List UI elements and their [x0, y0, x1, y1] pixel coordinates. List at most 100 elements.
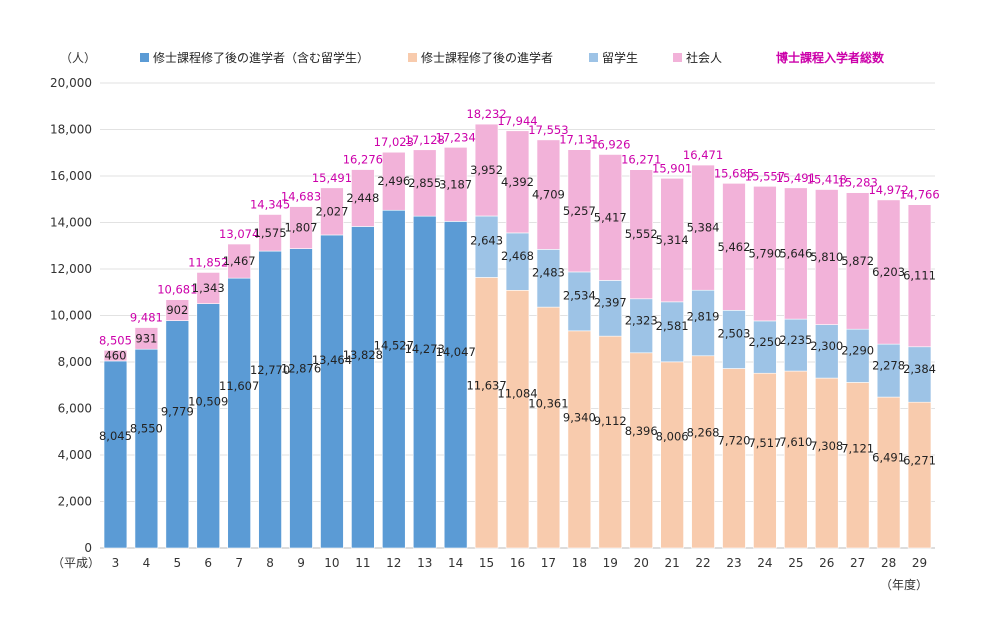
bar-segment	[815, 189, 839, 325]
bar-segment	[412, 215, 437, 549]
data-label: 2,503	[718, 327, 751, 341]
data-label: 8,006	[656, 429, 689, 443]
bar-segment	[258, 250, 282, 549]
total-label: 15,491	[776, 171, 816, 185]
total-label: 16,471	[683, 148, 723, 162]
y-tick-label: 2,000	[58, 495, 92, 509]
data-label: 6,111	[903, 269, 936, 283]
y-tick-label: 14,000	[50, 216, 92, 230]
bar-segment	[784, 187, 808, 320]
y-tick-label: 16,000	[50, 169, 92, 183]
total-label: 9,481	[130, 311, 163, 325]
bar-segment	[443, 221, 468, 549]
total-label: 17,234	[436, 130, 476, 144]
bar-segment	[474, 123, 499, 217]
data-label: 5,646	[779, 246, 812, 260]
data-label: 1,807	[285, 221, 318, 235]
data-label: 12,876	[281, 361, 321, 375]
data-label: 2,468	[501, 249, 534, 263]
y-tick-label: 8,000	[58, 355, 92, 369]
data-label: 1,343	[192, 281, 225, 295]
data-label: 5,872	[841, 254, 874, 268]
legend-label: 社会人	[686, 50, 722, 65]
data-label: 13,464	[312, 353, 352, 367]
data-label: 14,047	[436, 345, 476, 359]
data-label: 9,112	[594, 414, 627, 428]
y-tick-label: 4,000	[58, 448, 92, 462]
x-axis-era-label: （平成）	[52, 556, 100, 570]
legend-swatch	[589, 53, 598, 62]
bar-segment	[845, 192, 870, 330]
bar-segment	[536, 139, 561, 250]
bar-segment	[351, 226, 375, 549]
total-label: 17,553	[528, 123, 568, 137]
data-label: 7,308	[810, 439, 843, 453]
x-tick-label: 27	[850, 556, 865, 570]
data-label: 10,509	[188, 394, 228, 408]
x-tick-label: 24	[757, 556, 772, 570]
bar-segment	[536, 306, 561, 549]
data-label: 8,268	[687, 426, 720, 440]
x-tick-label: 7	[235, 556, 243, 570]
bar-segment	[598, 154, 623, 281]
bar-segment	[815, 377, 839, 549]
bar-segment	[907, 204, 932, 348]
total-label: 13,074	[219, 227, 259, 241]
bar-segment	[227, 277, 251, 549]
bar-segment	[722, 183, 746, 311]
bar-segment	[103, 360, 128, 549]
total-label: 15,283	[838, 176, 878, 190]
x-tick-label: 12	[386, 556, 401, 570]
x-tick-label: 4	[143, 556, 151, 570]
bar-segment	[165, 320, 190, 549]
bars	[103, 123, 932, 549]
data-label: 2,397	[594, 296, 627, 310]
bar-segment	[567, 149, 592, 273]
data-label: 8,550	[130, 422, 163, 436]
data-labels: 8,045 460 8,505 8,550 931 9,481 9,779 902 10,681…	[99, 107, 940, 467]
data-label: 2,496	[377, 174, 410, 188]
total-label: 14,972	[868, 183, 908, 197]
total-label: 16,271	[621, 153, 661, 167]
data-label: 2,290	[841, 343, 874, 357]
x-tick-label: 14	[448, 556, 463, 570]
bar-segment	[474, 277, 499, 549]
legend-label: 留学生	[602, 50, 638, 65]
data-label: 12,770	[250, 363, 290, 377]
legend-label: 修士課程修了後の進学者（含む留学生）	[153, 50, 369, 65]
y-axis: 0 2,000 4,000 6,000 8,000 10,000 12,000 14,000 1…	[50, 76, 92, 555]
legend-label: 修士課程修了後の進学者	[421, 50, 553, 65]
bar-segment	[660, 178, 684, 303]
data-label: 5,384	[687, 221, 720, 235]
data-label: 2,027	[315, 204, 348, 218]
bar-segment	[691, 355, 715, 549]
bar-segment	[784, 370, 808, 549]
y-tick-label: 20,000	[50, 76, 92, 90]
bar-segment	[289, 206, 313, 249]
x-tick-label: 9	[297, 556, 305, 570]
bar-segment	[753, 372, 777, 549]
bar-segment	[629, 352, 653, 549]
data-label: 7,610	[779, 435, 812, 449]
data-label: 10,361	[528, 396, 568, 410]
y-tick-label: 10,000	[50, 309, 92, 323]
data-label: 2,483	[532, 265, 565, 279]
bar-segment	[320, 187, 344, 236]
x-tick-label: 20	[634, 556, 649, 570]
bar-segment	[505, 130, 530, 234]
total-label: 17,128	[405, 133, 445, 147]
data-label: 2,855	[408, 176, 441, 190]
bar-segment	[134, 348, 159, 549]
total-label: 18,232	[466, 107, 506, 121]
x-tick-label: 16	[510, 556, 525, 570]
data-label: 9,779	[161, 405, 194, 419]
x-tick-label: 26	[819, 556, 834, 570]
data-label: 14,273	[405, 342, 445, 356]
bar-segment	[227, 243, 251, 279]
bar-segment	[196, 272, 220, 304]
data-label: 902	[166, 303, 188, 317]
bar-segment	[753, 185, 777, 322]
data-label: 5,257	[563, 204, 596, 218]
data-label: 11,607	[219, 379, 259, 393]
total-label: 14,683	[281, 190, 321, 204]
